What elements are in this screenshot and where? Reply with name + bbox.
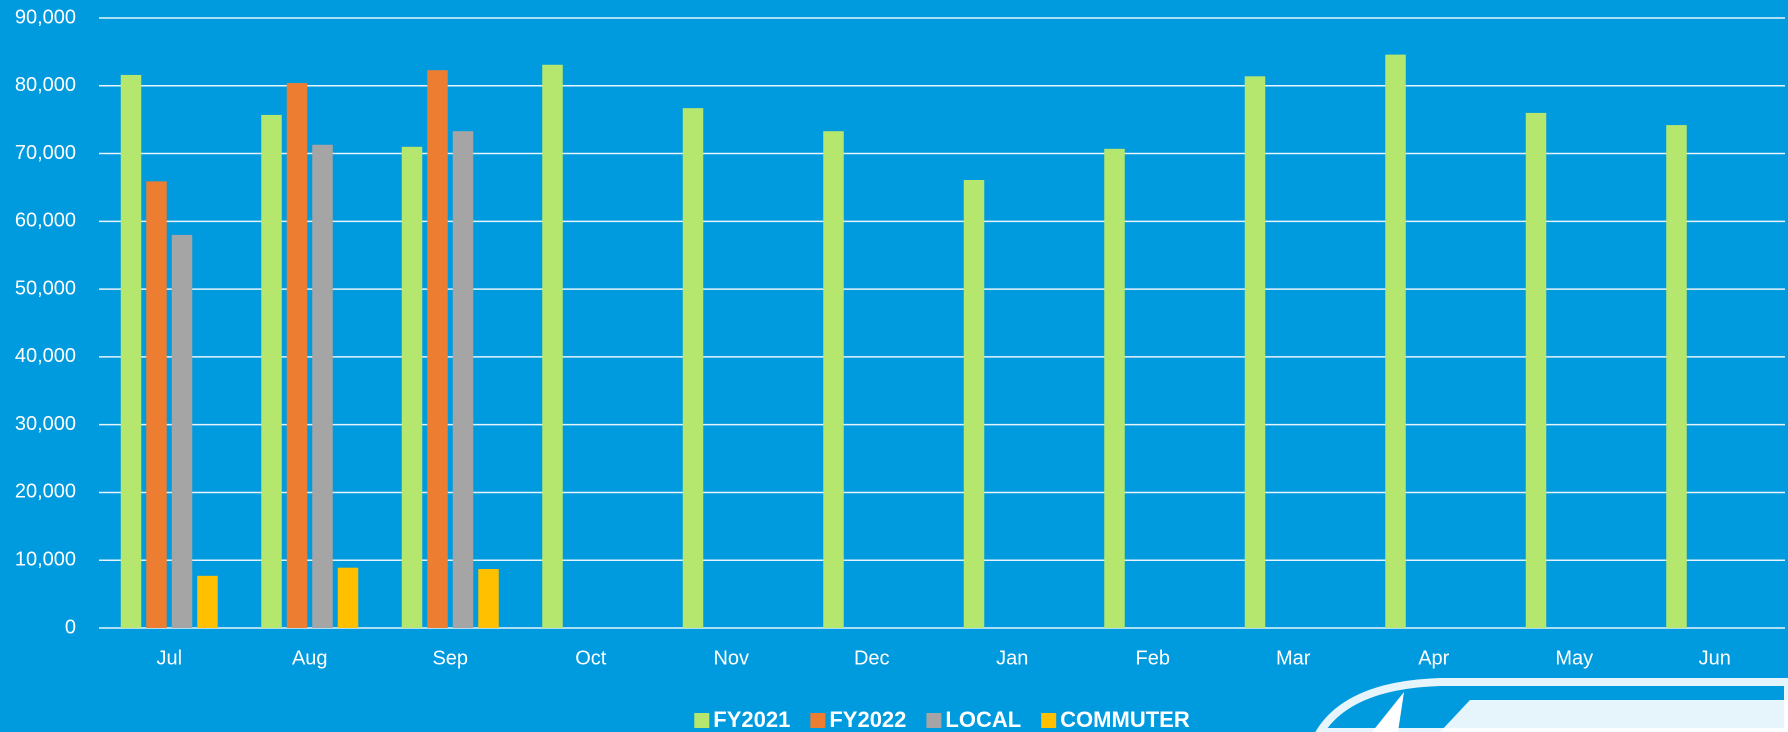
bar xyxy=(1525,112,1547,628)
x-tick-label: Oct xyxy=(575,647,607,669)
legend-swatch xyxy=(694,713,710,728)
bar xyxy=(261,114,282,628)
legend-text: FY2021 xyxy=(713,707,790,732)
bar xyxy=(542,64,563,629)
bar xyxy=(823,131,844,628)
y-tick-label: 80,000 xyxy=(15,74,76,96)
legend-text: LOCAL xyxy=(945,707,1021,732)
x-tick-label: Jul xyxy=(156,647,182,669)
x-tick-label: Feb xyxy=(1136,647,1170,669)
legend-swatch xyxy=(926,713,942,728)
bar xyxy=(171,234,193,628)
x-tick-label: May xyxy=(1555,647,1593,669)
x-tick-label: Sep xyxy=(432,647,468,669)
x-tick-label: Aug xyxy=(292,647,328,669)
y-tick-label: 0 xyxy=(65,616,76,638)
bar xyxy=(1244,76,1266,629)
bar xyxy=(337,567,359,628)
legend-swatch xyxy=(1041,713,1057,728)
y-tick-label: 40,000 xyxy=(15,345,76,367)
bar xyxy=(120,74,142,628)
legend-swatch xyxy=(810,713,826,728)
legend-text: COMMUTER xyxy=(1060,707,1190,732)
bar xyxy=(401,146,423,628)
y-tick-label: 60,000 xyxy=(15,210,76,232)
y-tick-label: 20,000 xyxy=(15,481,76,503)
y-tick-label: 30,000 xyxy=(15,413,76,435)
bar xyxy=(1104,148,1125,629)
bar xyxy=(1666,125,1687,628)
bar xyxy=(146,181,167,628)
bar xyxy=(1385,54,1406,629)
logo xyxy=(1315,678,1788,732)
y-tick-label: 70,000 xyxy=(15,142,76,164)
bar xyxy=(312,144,333,628)
bar xyxy=(427,70,448,628)
bar xyxy=(197,575,218,628)
bar xyxy=(963,179,985,628)
x-tick-label: Mar xyxy=(1276,647,1311,669)
y-tick-label: 10,000 xyxy=(15,549,76,571)
y-tick-label: 50,000 xyxy=(15,277,76,299)
y-tick-label: 90,000 xyxy=(15,6,76,28)
bar xyxy=(478,569,499,628)
x-tick-label: Nov xyxy=(713,647,749,669)
legend-text: FY2022 xyxy=(829,707,906,732)
bar xyxy=(452,131,474,628)
x-tick-label: Jun xyxy=(1699,647,1731,669)
bar xyxy=(682,108,704,628)
x-tick-label: Jan xyxy=(996,647,1028,669)
x-tick-label: Apr xyxy=(1418,647,1449,669)
x-tick-label: Dec xyxy=(854,647,890,669)
bar xyxy=(286,83,308,629)
